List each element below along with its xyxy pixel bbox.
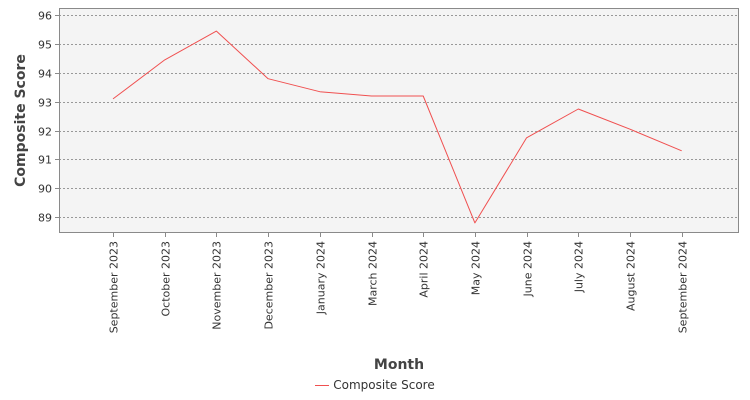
y-tick-label: 92 xyxy=(38,126,52,139)
x-tick-label: June 2024 xyxy=(522,241,535,297)
plot-area xyxy=(59,8,739,233)
series-line-composite-score xyxy=(112,30,682,224)
x-tick-label: October 2023 xyxy=(160,241,173,317)
y-axis: 89 90 91 92 93 94 95 96 xyxy=(38,10,59,225)
plot-border xyxy=(59,8,739,233)
y-tick-label: 89 xyxy=(38,212,52,225)
legend-label-composite-score: Composite Score xyxy=(333,378,435,392)
x-tick-label: March 2024 xyxy=(367,241,380,306)
legend: Composite Score xyxy=(0,378,750,392)
x-tick-label: August 2024 xyxy=(625,241,638,311)
x-tick-label: May 2024 xyxy=(470,241,483,295)
legend-swatch-composite-score xyxy=(315,385,330,386)
y-tick-label: 96 xyxy=(38,10,52,23)
y-tick-label: 94 xyxy=(38,68,52,81)
x-tick-label: September 2023 xyxy=(108,241,121,333)
y-tick-label: 93 xyxy=(38,97,52,110)
y-tick-label: 95 xyxy=(38,39,52,52)
x-tick-label: January 2024 xyxy=(315,241,328,315)
grid-layer xyxy=(59,15,739,218)
y-tick-label: 90 xyxy=(38,183,52,196)
y-tick-label: 91 xyxy=(38,154,52,167)
x-tick-label: November 2023 xyxy=(211,241,224,330)
x-tick-label: July 2024 xyxy=(573,241,586,293)
x-axis: September 2023 October 2023 November 2023 D… xyxy=(108,233,690,333)
x-tick-label: September 2024 xyxy=(677,241,690,333)
x-tick-label: December 2023 xyxy=(263,241,276,330)
x-axis-label: Month xyxy=(374,357,424,373)
x-tick-label: April 2024 xyxy=(418,241,431,298)
series-layer xyxy=(112,30,682,224)
y-axis-label: Composite Score xyxy=(13,54,29,187)
